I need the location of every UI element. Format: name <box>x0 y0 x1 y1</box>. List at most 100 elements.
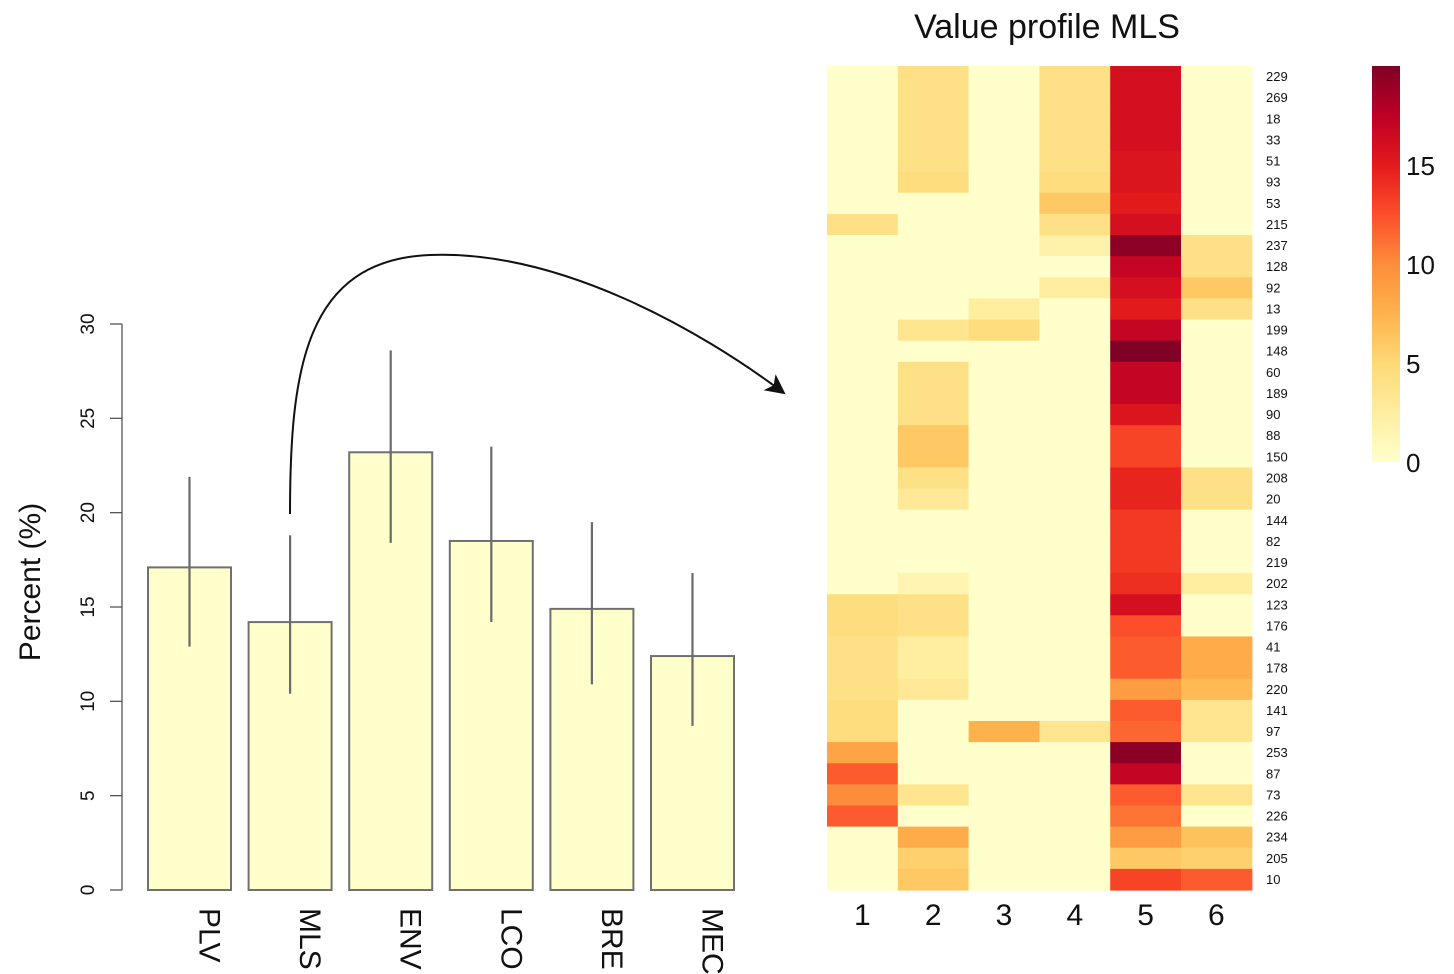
heatmap-cell <box>1181 467 1253 490</box>
heatmap-cell <box>1110 784 1182 807</box>
heatmap-row-label: 87 <box>1266 766 1280 781</box>
heatmap-cell <box>1039 319 1111 342</box>
heatmap-cell <box>1039 615 1111 638</box>
heatmap-cell <box>1110 573 1182 595</box>
heatmap-cell <box>1110 847 1182 870</box>
heatmap-cell <box>1181 509 1253 532</box>
heatmap-cell <box>1181 235 1253 257</box>
x-tick-label: PLV <box>193 908 226 962</box>
heatmap-cells <box>827 66 1253 891</box>
heatmap-cell <box>897 340 970 363</box>
heatmap-row-label: 148 <box>1266 344 1288 359</box>
heatmap-column-label: 5 <box>1137 899 1154 932</box>
heatmap-row-label: 269 <box>1266 90 1288 105</box>
heatmap-cell <box>897 361 970 384</box>
y-tick-label: 20 <box>78 502 99 523</box>
heatmap-cell <box>1181 615 1253 638</box>
heatmap-cell <box>1110 256 1182 278</box>
heatmap-row-label: 33 <box>1266 132 1280 147</box>
heatmap-cell <box>1039 720 1111 743</box>
heatmap-cell <box>1181 488 1253 511</box>
heatmap-cell <box>1039 699 1111 722</box>
heatmap-cell <box>1039 298 1111 321</box>
y-axis-label: Percent (%) <box>14 503 47 661</box>
heatmap: Value profile MLS 2292691833519353215237… <box>827 8 1288 932</box>
heatmap-cell <box>1039 66 1111 88</box>
heatmap-cell <box>1110 657 1182 680</box>
heatmap-cell <box>1039 340 1111 363</box>
heatmap-cell <box>1181 192 1253 215</box>
heatmap-cell <box>897 847 970 870</box>
heatmap-cell <box>897 636 970 659</box>
heatmap-cell <box>897 530 970 553</box>
heatmap-column-labels: 1 2 3 4 5 6 <box>854 899 1225 932</box>
heatmap-row-label: 10 <box>1266 872 1280 887</box>
heatmap-cell <box>827 720 899 743</box>
heatmap-cell <box>1181 826 1253 849</box>
heatmap-cell <box>897 129 970 152</box>
heatmap-cell <box>1110 213 1182 236</box>
heatmap-cell <box>1181 657 1253 680</box>
heatmap-cell <box>827 847 899 870</box>
y-tick-label: 30 <box>78 313 99 334</box>
heatmap-cell <box>827 826 899 849</box>
heatmap-cell <box>1181 171 1253 194</box>
heatmap-cell <box>1110 277 1182 300</box>
heatmap-cell <box>897 509 970 532</box>
heatmap-cell <box>897 171 970 194</box>
heatmap-cell <box>1181 551 1253 574</box>
heatmap-cell <box>827 763 899 785</box>
heatmap-cell <box>1110 382 1182 405</box>
heatmap-row-label: 41 <box>1266 640 1280 655</box>
heatmap-cell <box>968 340 1040 363</box>
heatmap-row-labels: 229 269 18 33 51 93 53 215 237 128 92 13 199 148 60 189… <box>1266 69 1288 887</box>
heatmap-cell <box>827 615 899 638</box>
heatmap-cell <box>1181 678 1253 701</box>
heatmap-cell <box>1110 699 1182 722</box>
heatmap-row-label: 141 <box>1266 703 1288 718</box>
heatmap-cell <box>968 361 1040 384</box>
heatmap-cell <box>1039 509 1111 532</box>
x-tick-label: BRE <box>595 908 628 970</box>
heatmap-cell <box>897 826 970 849</box>
heatmap-row-label: 13 <box>1266 301 1280 316</box>
y-tick-label: 0 <box>78 885 99 896</box>
link-arrow <box>289 253 786 515</box>
heatmap-cell <box>827 66 899 88</box>
heatmap-cell <box>1181 699 1253 722</box>
heatmap-cell <box>1110 467 1182 490</box>
heatmap-cell <box>897 404 970 426</box>
heatmap-cell <box>827 404 899 426</box>
x-tick-label: MLS <box>293 908 326 970</box>
heatmap-cell <box>1039 826 1111 849</box>
heatmap-cell <box>1039 868 1111 891</box>
heatmap-cell <box>897 446 970 469</box>
heatmap-cell <box>827 594 899 616</box>
heatmap-cell <box>897 784 970 807</box>
heatmap-cell <box>968 699 1040 722</box>
heatmap-cell <box>1181 298 1253 321</box>
colorbar: 0 5 10 15 <box>1372 66 1435 478</box>
heatmap-cell <box>1110 319 1182 342</box>
heatmap-cell <box>968 213 1040 236</box>
heatmap-row-label: 150 <box>1266 449 1288 464</box>
heatmap-cell <box>968 551 1040 574</box>
heatmap-row-label: 90 <box>1266 407 1280 422</box>
heatmap-cell <box>1110 361 1182 384</box>
heatmap-cell <box>968 636 1040 659</box>
heatmap-cell <box>827 256 899 278</box>
heatmap-cell <box>1110 509 1182 532</box>
heatmap-cell <box>827 784 899 807</box>
heatmap-cell <box>827 319 899 342</box>
heatmap-row-label: 97 <box>1266 724 1280 739</box>
heatmap-row-label: 123 <box>1266 597 1288 612</box>
x-axis-tick-labels: PLV MLS ENV LCO BRE MEC <box>193 908 729 974</box>
heatmap-row-label: 226 <box>1266 809 1288 824</box>
heatmap-row-label: 144 <box>1266 513 1288 528</box>
heatmap-cell <box>1181 530 1253 553</box>
heatmap-cell <box>827 678 899 701</box>
heatmap-row-label: 51 <box>1266 154 1280 169</box>
heatmap-cell <box>897 551 970 574</box>
heatmap-cell <box>968 467 1040 490</box>
heatmap-cell <box>1110 340 1182 363</box>
